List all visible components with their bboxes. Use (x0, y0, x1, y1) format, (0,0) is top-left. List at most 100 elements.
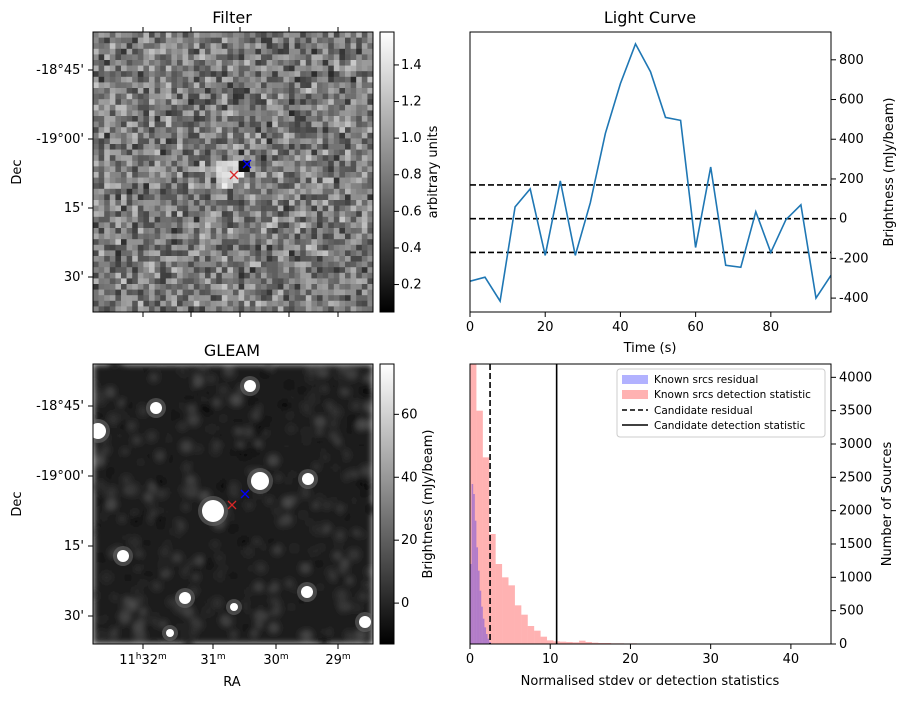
filter-pixel (295, 105, 301, 111)
filter-pixel (317, 71, 323, 77)
filter-pixel (367, 60, 373, 66)
filter-pixel (339, 278, 345, 284)
filter-pixel (351, 200, 357, 206)
filter-pixel (99, 155, 105, 161)
filter-pixel (160, 105, 166, 111)
filter-pixel (300, 71, 306, 77)
filter-pixel (110, 32, 116, 38)
filter-pixel (323, 144, 329, 150)
filter-pixel (188, 144, 194, 150)
gleam-noise-blob (224, 593, 230, 599)
filter-pixel (115, 194, 121, 200)
filter-pixel (339, 166, 345, 172)
filter-pixel (351, 306, 357, 312)
filter-pixel (244, 110, 250, 116)
filter-pixel (104, 301, 110, 307)
filter-pixel (339, 189, 345, 195)
histogram-bar (472, 484, 474, 644)
filter-pixel (216, 155, 222, 161)
filter-pixel (345, 32, 351, 38)
filter-pixel (295, 200, 301, 206)
filter-pixel (339, 200, 345, 206)
filter-pixel (323, 222, 329, 228)
gleam-noise-blob (368, 376, 373, 381)
gleam-noise-blob (255, 621, 263, 629)
filter-pixel (121, 222, 127, 228)
filter-pixel (211, 133, 217, 139)
filter-pixel (267, 301, 273, 307)
filter-pixel (317, 144, 323, 150)
filter-pixel (289, 256, 295, 262)
filter-pixel (166, 278, 172, 284)
filter-pixel (183, 234, 189, 240)
filter-pixel (283, 194, 289, 200)
filter-pixel (317, 138, 323, 144)
filter-pixel (255, 222, 261, 228)
filter-pixel (351, 273, 357, 279)
filter-colorbar (380, 32, 394, 312)
filter-pixel (317, 278, 323, 284)
filter-pixel (278, 155, 284, 161)
filter-pixel (351, 71, 357, 77)
filter-pixel (317, 217, 323, 223)
filter-pixel (149, 284, 155, 290)
filter-pixel (115, 172, 121, 178)
filter-pixel (351, 105, 357, 111)
filter-pixel (194, 127, 200, 133)
filter-pixel (222, 211, 228, 217)
filter-pixel (121, 267, 127, 273)
filter-pixel (216, 99, 222, 105)
gleam-source (244, 380, 256, 392)
filter-pixel (345, 77, 351, 83)
filter-pixel (110, 138, 116, 144)
gleam-noise-blob (97, 610, 105, 618)
filter-pixel (216, 71, 222, 77)
filter-pixel (272, 245, 278, 251)
filter-pixel (205, 144, 211, 150)
filter-pixel (93, 49, 99, 55)
filter-pixel (166, 116, 172, 122)
filter-pixel (166, 77, 172, 83)
filter-pixel (255, 71, 261, 77)
filter-pixel (367, 166, 373, 172)
filter-pixel (227, 133, 233, 139)
filter-pixel (138, 49, 144, 55)
filter-pixel (328, 54, 334, 60)
filter-pixel (272, 178, 278, 184)
filter-pixel (199, 284, 205, 290)
filter-pixel (311, 295, 317, 301)
filter-pixel (132, 228, 138, 234)
filter-pixel (115, 66, 121, 72)
filter-pixel (255, 166, 261, 172)
filter-pixel (121, 49, 127, 55)
filter-pixel (188, 38, 194, 44)
filter-pixel (143, 122, 149, 128)
filter-pixel (211, 239, 217, 245)
filter-pixel (306, 211, 312, 217)
filter-pixel (323, 54, 329, 60)
filter-pixel (317, 155, 323, 161)
filter-pixel (166, 71, 172, 77)
filter-pixel (345, 273, 351, 279)
filter-pixel (115, 155, 121, 161)
gleam-noise-blob (359, 442, 364, 447)
filter-pixel (295, 155, 301, 161)
filter-pixel (362, 43, 368, 49)
filter-pixel (317, 194, 323, 200)
filter-pixel (339, 228, 345, 234)
filter-pixel (289, 239, 295, 245)
filter-pixel (334, 306, 340, 312)
filter-pixel (233, 54, 239, 60)
filter-pixel (267, 211, 273, 217)
gleam-noise-blob (102, 515, 106, 519)
filter-pixel (283, 77, 289, 83)
filter-pixel (121, 60, 127, 66)
filter-pixel (317, 133, 323, 139)
filter-pixel (239, 290, 245, 296)
filter-pixel (295, 144, 301, 150)
filter-pixel (222, 284, 228, 290)
gleam-noise-blob (186, 571, 192, 577)
filter-pixel (138, 122, 144, 128)
filter-pixel (149, 116, 155, 122)
filter-pixel (233, 278, 239, 284)
